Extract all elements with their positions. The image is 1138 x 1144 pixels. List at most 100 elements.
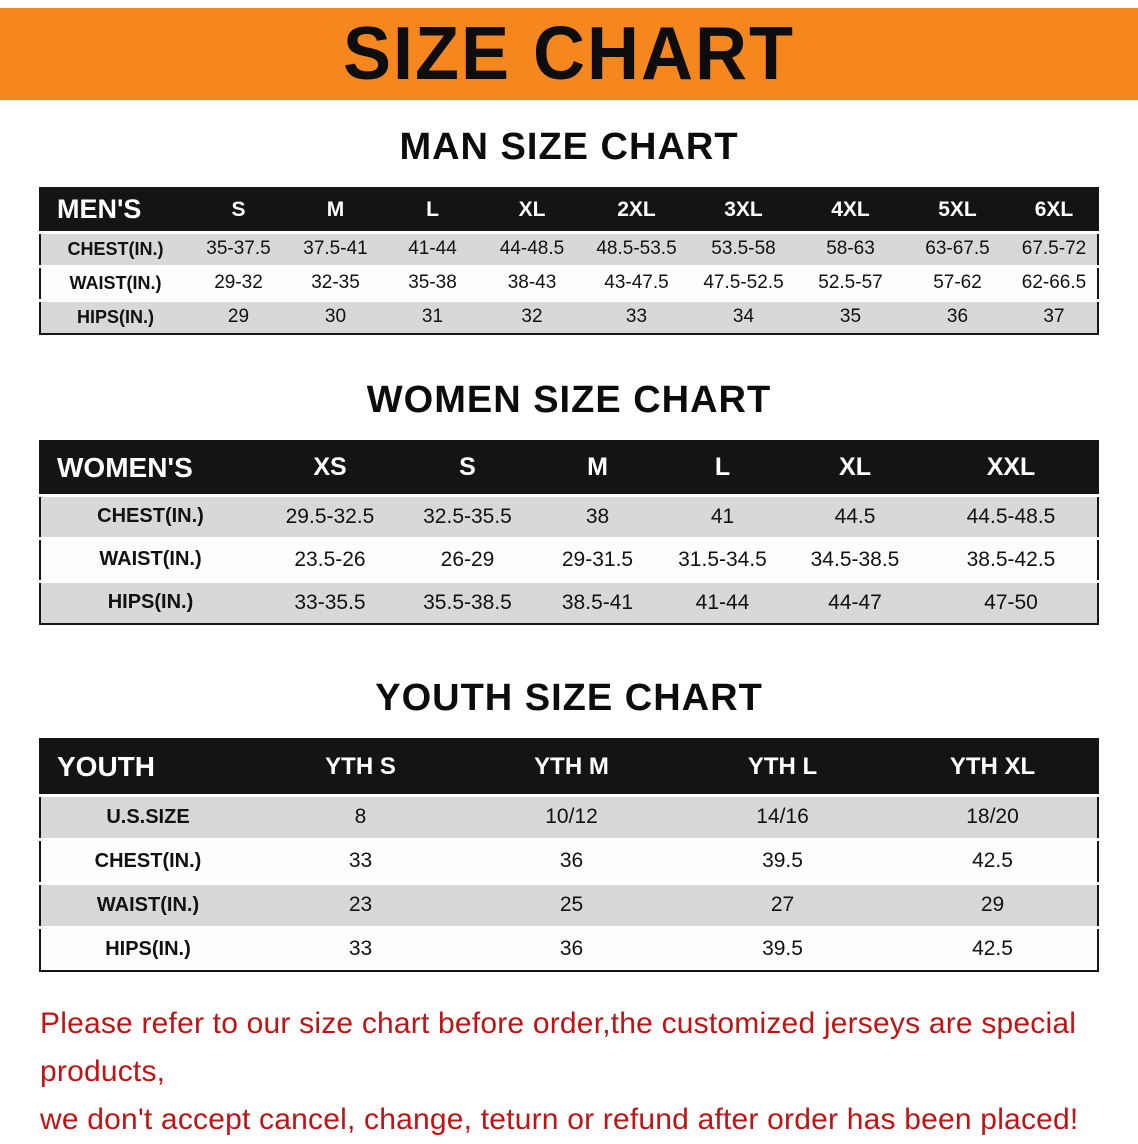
cell-value: 41-44: [695, 590, 750, 614]
table-row: CHEST(IN.) 33 36 39.5 42.5: [40, 839, 1098, 883]
cell-value: 52.5-57: [818, 272, 883, 293]
footer-note: Please refer to our size chart before or…: [40, 1000, 1138, 1144]
size-col-header: S: [231, 197, 246, 221]
table-row: WAIST(IN.) 23.5-26 26-29 29-31.5 31.5-34…: [40, 538, 1098, 581]
row-label: WAIST(IN.): [99, 548, 202, 570]
cell-value: 14/16: [756, 805, 809, 828]
size-col-header: 3XL: [724, 197, 763, 221]
cell-value: 44-47: [828, 590, 882, 614]
table-row: HIPS(IN.) 29 30 31 32 33 34 35 36 37: [40, 300, 1098, 334]
banner: SIZE CHART: [0, 8, 1138, 100]
size-col-header: M: [326, 197, 345, 221]
row-label: HIPS(IN.): [107, 591, 194, 614]
cell-value: 41: [710, 504, 735, 528]
row-label: CHEST(IN.): [67, 238, 164, 259]
table-row: WAIST(IN.) 29-32 32-35 35-38 38-43 43-47…: [40, 266, 1098, 300]
cell-value: 35-37.5: [206, 238, 271, 259]
cell-value: 39.5: [762, 849, 803, 872]
cell-value: 36: [946, 306, 969, 328]
cell-value: 47-50: [984, 590, 1038, 614]
row-label: CHEST(IN.): [94, 849, 202, 872]
cell-value: 35.5-38.5: [423, 590, 512, 614]
cell-value: 63-67.5: [925, 238, 990, 259]
cell-value: 47.5-52.5: [703, 272, 784, 293]
cell-value: 39.5: [762, 937, 803, 961]
cell-value: 27: [770, 893, 795, 916]
size-col-header: XXL: [986, 453, 1036, 482]
cell-value: 33-35.5: [294, 590, 366, 614]
cell-value: 8: [354, 805, 367, 828]
cell-value: 53.5-58: [711, 238, 776, 259]
cell-value: 35-38: [408, 272, 457, 293]
table-row: HIPS(IN.) 33-35.5 35.5-38.5 38.5-41 41-4…: [40, 581, 1098, 624]
cell-value: 62-66.5: [1021, 272, 1087, 293]
cell-value: 29-32: [214, 272, 263, 293]
men-corner-label: MEN'S: [57, 194, 142, 225]
row-label: WAIST(IN.): [96, 893, 200, 916]
cell-value: 38: [585, 504, 610, 528]
size-col-header: YTH XL: [949, 752, 1036, 780]
cell-value: 23: [348, 893, 373, 916]
youth-section-heading: YOUTH SIZE CHART: [375, 677, 763, 719]
size-col-header: 2XL: [617, 197, 656, 221]
cell-value: 43-47.5: [604, 272, 669, 293]
row-label: WAIST(IN.): [69, 272, 162, 293]
cell-value: 23.5-26: [294, 547, 366, 571]
table-row: CHEST(IN.) 29.5-32.5 32.5-35.5 38 41 44.…: [40, 495, 1098, 538]
row-label: HIPS(IN.): [76, 306, 154, 327]
cell-value: 31.5-34.5: [678, 547, 767, 571]
size-col-header: 6XL: [1034, 197, 1074, 221]
table-row: WAIST(IN.) 23 25 27 29: [40, 883, 1098, 927]
cell-value: 30: [324, 306, 347, 328]
size-col-header: S: [459, 453, 476, 482]
cell-value: 10/12: [545, 805, 598, 828]
size-col-header: L: [426, 197, 439, 221]
size-col-header: XL: [518, 197, 546, 221]
row-label: CHEST(IN.): [97, 505, 204, 527]
size-col-header: M: [587, 453, 608, 482]
cell-value: 32.5-35.5: [423, 504, 512, 528]
size-col-header: YTH M: [534, 752, 609, 780]
cell-value: 48.5-53.5: [596, 238, 677, 259]
youth-header-row: YOUTH YTH S YTH M YTH L YTH XL: [40, 739, 1098, 795]
cell-value: 41-44: [408, 238, 457, 259]
size-col-header: XL: [839, 453, 871, 482]
cell-value: 44.5-48.5: [966, 504, 1056, 528]
size-col-header: L: [714, 453, 731, 482]
cell-value: 18/20: [966, 805, 1019, 828]
cell-value: 33: [625, 306, 648, 328]
cell-value: 29: [980, 893, 1005, 916]
cell-value: 26-29: [440, 547, 495, 571]
cell-value: 33: [348, 849, 373, 872]
cell-value: 29.5-32.5: [285, 504, 375, 528]
cell-value: 25: [559, 893, 584, 916]
cell-value: 33: [348, 937, 373, 961]
cell-value: 67.5-72: [1021, 238, 1087, 259]
cell-value: 31: [421, 306, 444, 328]
cell-value: 42.5: [972, 937, 1013, 961]
footer-note-line1: Please refer to our size chart before or…: [40, 1007, 1077, 1088]
cell-value: 35: [839, 306, 862, 328]
cell-value: 29: [227, 306, 250, 328]
cell-value: 42.5: [972, 849, 1013, 872]
table-row: HIPS(IN.) 33 36 39.5 42.5: [40, 927, 1098, 971]
men-header-row: MEN'S S M L XL 2XL 3XL 4XL 5XL 6XL: [40, 188, 1098, 232]
footer-note-line2: we don't accept cancel, change, teturn o…: [40, 1103, 1079, 1136]
cell-value: 36: [559, 849, 584, 872]
cell-value: 38.5-42.5: [966, 547, 1056, 571]
cell-value: 34.5-38.5: [810, 547, 900, 571]
size-col-header: XS: [313, 453, 347, 482]
cell-value: 58-63: [826, 238, 875, 259]
cell-value: 36: [559, 937, 584, 961]
cell-value: 29-31.5: [561, 547, 634, 571]
size-col-header: YTH L: [747, 752, 818, 780]
cell-value: 37.5-41: [303, 238, 368, 259]
cell-value: 44-48.5: [499, 238, 565, 259]
men-size-table: MEN'S S M L XL 2XL 3XL 4XL 5XL 6XL CHEST…: [39, 187, 1099, 335]
cell-value: 37: [1043, 306, 1065, 328]
women-size-table: WOMEN'S XS S M L XL XXL CHEST(IN.) 29.5-…: [39, 440, 1099, 625]
women-section-heading: WOMEN SIZE CHART: [366, 379, 772, 421]
youth-corner-label: YOUTH: [57, 750, 155, 782]
cell-value: 38-43: [507, 272, 557, 293]
size-col-header: YTH S: [325, 752, 396, 780]
